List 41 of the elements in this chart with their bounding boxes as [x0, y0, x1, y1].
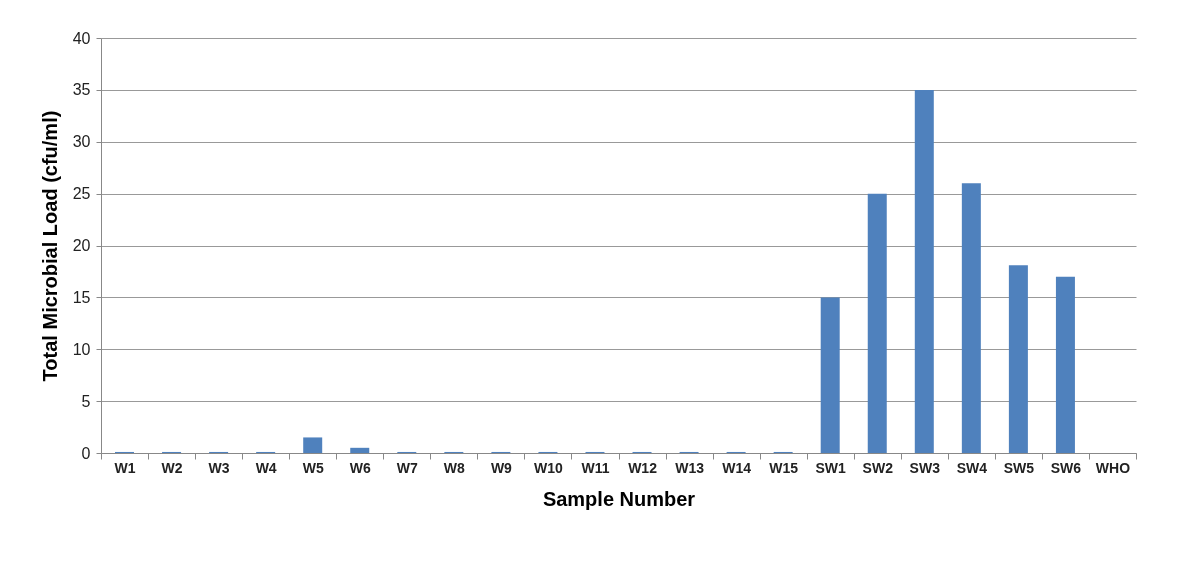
x-tick-label: W11: [581, 459, 610, 476]
x-tick-label: W9: [490, 459, 513, 476]
y-tick-label: 0: [81, 444, 91, 462]
y-tick-label: 15: [72, 288, 91, 306]
y-tick-label: 25: [72, 185, 91, 203]
bar: [867, 193, 887, 453]
y-tick-label: 10: [72, 340, 91, 358]
x-tick-label: W2: [161, 459, 183, 476]
x-tick-label: W7: [396, 459, 419, 476]
x-tick-label: W14: [722, 459, 752, 476]
bar: [914, 89, 934, 453]
x-tick-label: WHO: [1095, 459, 1131, 476]
bar: [1055, 276, 1075, 453]
x-tick-label: SW3: [909, 459, 941, 476]
x-tick-label: W12: [628, 459, 658, 476]
bar: [350, 447, 370, 453]
x-tick-label: SW4: [956, 459, 988, 476]
x-tick-label: SW1: [815, 459, 847, 476]
x-tick-label: W5: [302, 459, 324, 476]
x-tick-label: W6: [349, 459, 371, 476]
x-tick-label: W1: [114, 459, 136, 476]
bar: [961, 183, 981, 453]
x-tick-label: W4: [255, 459, 277, 476]
bar: [1008, 265, 1028, 453]
x-tick-label: W13: [675, 459, 705, 476]
x-tick-label: W10: [534, 459, 564, 476]
x-tick-label: SW2: [862, 459, 894, 476]
y-tick-label: 40: [72, 29, 91, 47]
y-axis-title: Total Microbial Load (cfu/ml): [38, 110, 61, 382]
x-axis-title: Sample Number: [542, 487, 696, 510]
y-tick-label: 5: [81, 392, 91, 410]
y-tick-label: 30: [72, 133, 91, 151]
x-tick-label: W8: [443, 459, 466, 476]
x-tick-label: W3: [208, 459, 230, 476]
x-tick-label: W15: [769, 459, 799, 476]
y-tick-label: 35: [72, 81, 91, 99]
x-tick-label: SW5: [1003, 459, 1035, 476]
y-tick-label: 20: [72, 237, 91, 254]
bar: [820, 297, 840, 453]
bar: [303, 437, 323, 453]
x-tick-label: SW6: [1050, 459, 1082, 476]
